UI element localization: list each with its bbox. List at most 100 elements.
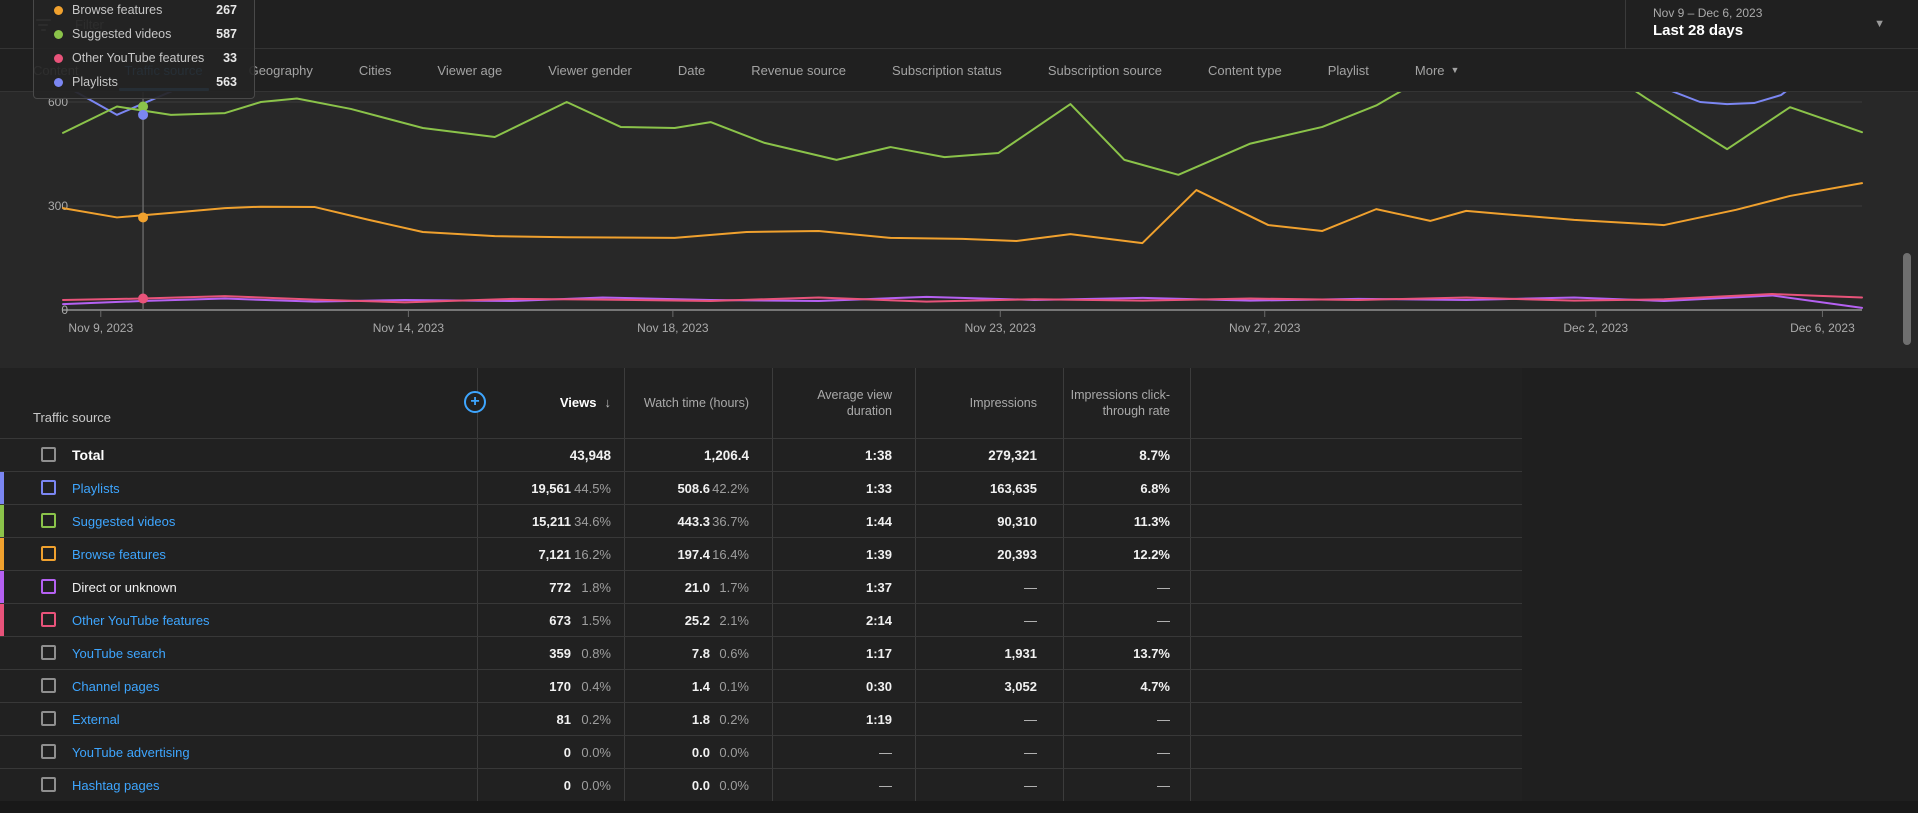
tab-geography[interactable]: Geography: [249, 49, 313, 91]
traffic-source-cell: Direct or unknown: [0, 571, 477, 603]
row-checkbox[interactable]: [41, 777, 56, 792]
cell-value: —: [1024, 579, 1037, 595]
traffic-source-label[interactable]: External: [72, 711, 120, 727]
cell-value: 359: [549, 645, 571, 661]
tooltip-row: Other YouTube features 33: [54, 46, 237, 70]
cell-value: 43,948: [569, 447, 611, 463]
views-column-header[interactable]: Views ↓: [477, 368, 624, 438]
cell-value: 20,393: [997, 546, 1037, 562]
row-checkbox[interactable]: [41, 513, 56, 528]
traffic-source-label[interactable]: YouTube search: [72, 645, 166, 661]
traffic-source-label[interactable]: Other YouTube features: [72, 612, 210, 628]
tab-subscription-status[interactable]: Subscription status: [892, 49, 1002, 91]
tab-playlist[interactable]: Playlist: [1328, 49, 1369, 91]
impressions-ctr-cell: —: [1063, 736, 1190, 768]
cell-percentage: 0.0%: [581, 777, 611, 793]
row-checkbox[interactable]: [41, 678, 56, 693]
cell-value: 1:37: [865, 579, 892, 595]
avg-view-duration-column-header[interactable]: Average view duration: [772, 368, 915, 438]
traffic-source-label: Total: [72, 447, 105, 463]
tab-date[interactable]: Date: [678, 49, 705, 91]
impressions-ctr-cell: 4.7%: [1063, 670, 1190, 702]
row-checkbox[interactable]: [41, 645, 56, 660]
traffic-source-chart[interactable]: 0 300 600 Nov 9, 2023 Nov 14, 2023 Nov 18, 20…: [0, 92, 1918, 368]
tab-viewer-gender[interactable]: Viewer gender: [548, 49, 632, 91]
cell-value: —: [1024, 744, 1037, 760]
tab-label: Playlist: [1327, 62, 1369, 78]
cell-value: 0:30: [865, 678, 892, 694]
tab-content-type[interactable]: Content type: [1208, 49, 1282, 91]
cell-percentage: 44.5%: [574, 480, 611, 496]
cell-value: 3,052: [1004, 678, 1037, 694]
cell-percentage: 0.0%: [719, 744, 749, 760]
impressions-column-header[interactable]: Impressions: [915, 368, 1063, 438]
tab-viewer-age[interactable]: Viewer age: [437, 49, 502, 91]
traffic-source-table: + Traffic source Views ↓ Watch time (hou…: [0, 368, 1522, 801]
hover-dot-suggested-videos: [138, 101, 149, 112]
row-checkbox[interactable]: [41, 744, 56, 759]
impressions-ctr-cell: —: [1063, 703, 1190, 735]
traffic-source-label[interactable]: Suggested videos: [72, 513, 176, 529]
traffic-source-label[interactable]: Channel pages: [72, 678, 160, 694]
views-cell: 81 0.2%: [477, 703, 624, 735]
series-color-dot: [54, 29, 63, 39]
traffic-source-cell: YouTube search: [0, 637, 477, 669]
table-header-row: Traffic source Views ↓ Watch time (hours…: [0, 368, 1522, 438]
series-line-browse-features: [62, 182, 1863, 245]
row-checkbox[interactable]: [41, 480, 56, 495]
series-line-suggested-videos: [62, 92, 1863, 176]
cell-value: 11.3%: [1133, 513, 1170, 529]
traffic-source-label[interactable]: YouTube advertising: [72, 744, 190, 760]
tab-revenue-source[interactable]: Revenue source: [751, 49, 846, 91]
impressions-cell: 279,321: [915, 439, 1063, 471]
tab-label: Revenue source: [751, 62, 846, 78]
views-cell: 673 1.5%: [477, 604, 624, 636]
tab-subscription-source[interactable]: Subscription source: [1048, 49, 1162, 91]
cell-value: 279,321: [988, 447, 1037, 463]
cell-percentage: 0.8%: [581, 645, 611, 661]
traffic-source-cell: Playlists: [0, 472, 477, 504]
tooltip-series-value: 267: [216, 3, 237, 17]
traffic-source-label[interactable]: Playlists: [72, 480, 120, 496]
date-range-selector[interactable]: Nov 9 – Dec 6, 2023 Last 28 days ▼: [1625, 0, 1918, 49]
tab-cities[interactable]: Cities: [359, 49, 392, 91]
views-cell: 0 0.0%: [477, 769, 624, 801]
watch-time-column-header[interactable]: Watch time (hours): [624, 368, 772, 438]
row-checkbox[interactable]: [41, 612, 56, 627]
cell-value: —: [1157, 612, 1170, 628]
avg-view-duration-cell: —: [772, 769, 915, 801]
cell-value: —: [879, 777, 892, 793]
row-checkbox[interactable]: [41, 711, 56, 726]
x-axis-label: Nov 9, 2023: [68, 321, 133, 335]
row-checkbox[interactable]: [41, 546, 56, 561]
cell-percentage: 34.6%: [574, 513, 611, 529]
series-color-bar: [0, 472, 4, 504]
tooltip-series-label: Suggested videos: [72, 27, 172, 41]
header-spacer: [1190, 368, 1522, 438]
cell-value: 1,206.4: [703, 447, 749, 463]
table-row-channel-pages: Channel pages 170 0.4% 1.4 0.1% 0:30 3,052 4.7%: [0, 669, 1522, 702]
table-row-hashtag-pages: Hashtag pages 0 0.0% 0.0 0.0% — — —: [0, 768, 1522, 801]
cell-value: 1:17: [865, 645, 892, 661]
x-axis-label: Nov 27, 2023: [1229, 321, 1301, 335]
impressions-ctr-column-header[interactable]: Impressions click-through rate: [1063, 368, 1190, 438]
traffic-source-cell: Hashtag pages: [0, 769, 477, 801]
row-checkbox[interactable]: [41, 579, 56, 594]
table-row-external: External 81 0.2% 1.8 0.2% 1:19 — —: [0, 702, 1522, 735]
cell-value: 163,635: [990, 480, 1037, 496]
impressions-cell: 163,635: [915, 472, 1063, 504]
add-metric-plus-icon[interactable]: +: [464, 391, 486, 413]
traffic-source-label[interactable]: Browse features: [72, 546, 166, 562]
vertical-scrollbar[interactable]: [1903, 253, 1911, 345]
cell-value: 1:33: [865, 480, 892, 496]
traffic-source-label[interactable]: Hashtag pages: [72, 777, 160, 793]
impressions-ctr-cell: 12.2%: [1063, 538, 1190, 570]
tab-more[interactable]: More ▼: [1415, 49, 1460, 91]
series-color-bar: [0, 571, 4, 603]
row-checkbox[interactable]: [41, 447, 56, 462]
watch-time-cell: 7.8 0.6%: [624, 637, 772, 669]
cell-value: 0.0: [691, 744, 710, 760]
traffic-source-label[interactable]: Direct or unknown: [72, 579, 177, 595]
row-spacer-cell: [1190, 472, 1522, 504]
